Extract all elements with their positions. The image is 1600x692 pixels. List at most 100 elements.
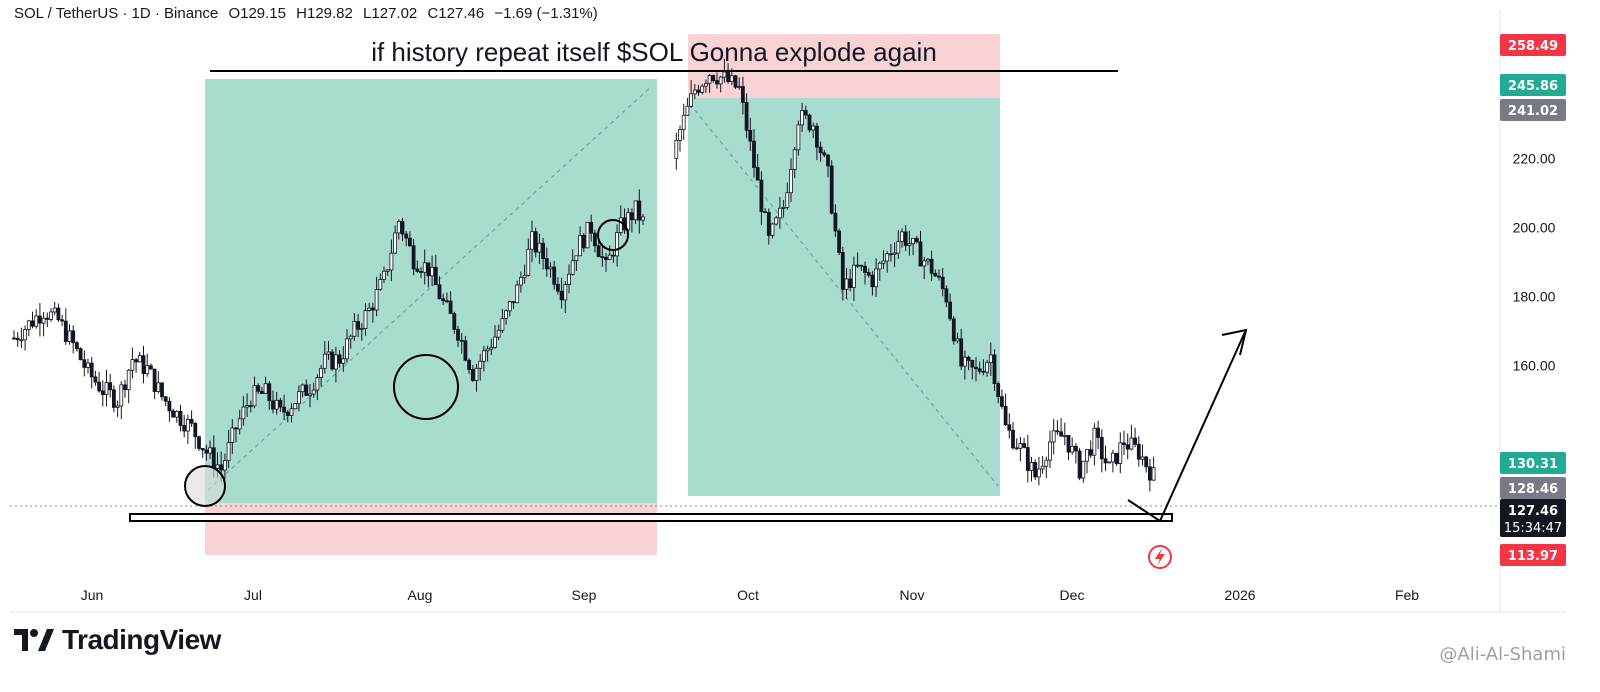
candle-down [407, 237, 412, 247]
candle-down [1066, 435, 1071, 453]
candle-down [1074, 445, 1078, 452]
candle-up [208, 447, 213, 454]
candle-up [333, 354, 338, 370]
candle-down [1007, 424, 1012, 431]
candle-down [541, 242, 545, 260]
candle-up [877, 262, 882, 270]
candle-down [611, 254, 616, 257]
candle-down [822, 152, 827, 156]
candle-up [500, 317, 505, 331]
candle-up [1151, 467, 1156, 481]
candle-down [63, 320, 68, 342]
candle-up [422, 262, 427, 273]
candle-up [988, 354, 993, 364]
candle-up [341, 358, 346, 364]
candle-up [252, 385, 257, 407]
candle-up [185, 418, 190, 432]
candle-down [807, 114, 812, 131]
candle-down [411, 245, 416, 270]
candle-down [400, 220, 405, 235]
candle-down [45, 317, 50, 320]
candle-up [245, 405, 250, 408]
candle-down [193, 422, 198, 438]
candle-up [359, 328, 364, 330]
candle-down [1059, 431, 1063, 437]
candle-down [944, 288, 949, 303]
candle-down [271, 400, 275, 410]
candle-up [781, 206, 786, 209]
candle-up [689, 93, 693, 107]
candle-up [389, 252, 394, 271]
candle-up [130, 359, 135, 371]
candle-up [104, 382, 109, 395]
candle-down [437, 284, 442, 300]
candle-down [248, 405, 253, 407]
candle-down [330, 351, 335, 370]
candle-up [800, 110, 804, 126]
candle-up [585, 221, 590, 249]
candle-down [630, 212, 634, 221]
candle-up [1129, 437, 1134, 450]
candle-up [396, 220, 401, 234]
candle-down [78, 348, 83, 361]
candle-up [1118, 442, 1123, 464]
candle-down [452, 313, 457, 330]
candle-up [885, 253, 890, 262]
symbol-label[interactable]: SOL / TetherUS · 1D · Binance [14, 5, 219, 22]
candle-up [52, 307, 57, 313]
candle-up [530, 231, 534, 250]
candle-down [559, 290, 564, 301]
candle-down [803, 110, 808, 116]
candle-up [692, 89, 697, 95]
candle-up [489, 346, 494, 350]
candle-up [685, 105, 690, 116]
candle-up [519, 277, 523, 286]
candle-up [789, 169, 793, 194]
candle-up [922, 260, 927, 267]
candle-down [848, 278, 853, 289]
candle-down [1136, 443, 1141, 460]
annotation-text: if history repeat itself $SOL Gonna expl… [371, 37, 937, 67]
candle-up [881, 260, 886, 264]
candle-down [1144, 456, 1149, 468]
candle-down [533, 231, 538, 253]
candle-down [818, 146, 823, 154]
candle-down [556, 283, 560, 292]
candle-down [1003, 405, 1008, 426]
candle-up [681, 114, 686, 130]
candle-down [1025, 447, 1030, 471]
candles-group [12, 58, 1156, 492]
candle-up [707, 75, 712, 84]
candle-up [308, 393, 312, 396]
candle-down [581, 234, 586, 249]
candle-up [907, 243, 912, 246]
candle-down [604, 256, 608, 261]
y-tick-label: 180.00 [1513, 289, 1556, 305]
candle-up [374, 289, 379, 311]
candle-down [981, 370, 986, 373]
candle-up [174, 410, 179, 418]
candle-down [637, 200, 642, 221]
candle-down [833, 212, 838, 232]
candle-up [26, 320, 31, 330]
x-tick-label: Jun [81, 587, 104, 603]
candle-down [112, 389, 116, 408]
candle-down [752, 140, 756, 168]
candle-down [30, 320, 35, 327]
candle-down [38, 315, 42, 324]
candle-up [430, 266, 435, 277]
candle-down [759, 179, 764, 213]
candle-down [966, 356, 971, 361]
candle-up [41, 317, 46, 324]
candle-down [837, 230, 841, 253]
candle-down [163, 396, 168, 402]
tradingview-logo[interactable]: TradingView [14, 624, 221, 656]
x-axis[interactable]: Jun Jul Aug Sep Oct Nov Dec 2026 Feb [10, 587, 1566, 613]
candle-up [237, 418, 242, 430]
candle-down [15, 337, 20, 341]
candle-up [493, 336, 497, 348]
candle-down [596, 245, 601, 258]
y-tick-label: 160.00 [1513, 358, 1556, 374]
flash-icon[interactable] [1148, 545, 1172, 569]
